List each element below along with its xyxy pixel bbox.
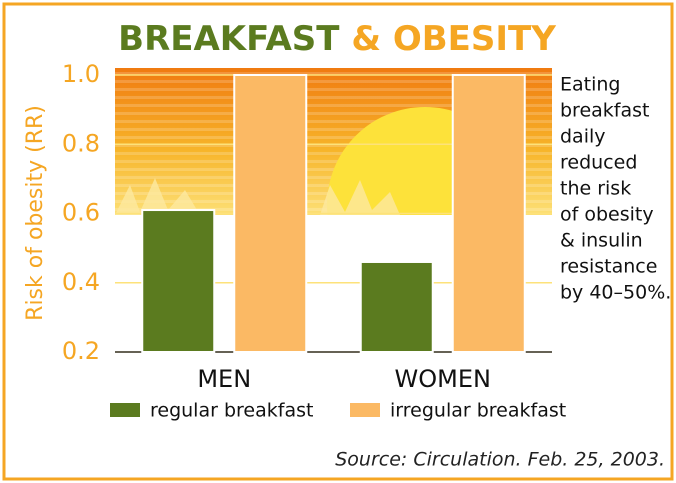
chart: BREAKFAST & OBESITY Risk of obesity (RR)… xyxy=(0,0,676,483)
annotation-line: daily xyxy=(560,126,606,148)
annotation-line: of obesity xyxy=(560,204,654,226)
x-tick-label: MEN xyxy=(197,365,251,393)
title-part: & OBESITY xyxy=(351,19,556,59)
bar xyxy=(361,262,433,352)
annotation-line: reduced xyxy=(560,152,637,174)
title-part: BREAKFAST xyxy=(118,19,340,59)
bar xyxy=(234,75,306,352)
annotation-line: resistance xyxy=(560,256,657,278)
bar xyxy=(142,210,214,352)
y-tick-label: 0.8 xyxy=(62,129,100,157)
annotation-line: & insulin xyxy=(560,230,643,252)
bar xyxy=(453,75,525,352)
y-tick-label: 0.2 xyxy=(62,337,100,365)
annotation-line: Eating xyxy=(560,74,620,96)
chart-title: BREAKFAST & OBESITY xyxy=(118,19,556,59)
y-tick-label: 1.0 xyxy=(62,60,100,88)
y-axis-label: Risk of obesity (RR) xyxy=(23,105,48,321)
x-tick-label: WOMEN xyxy=(395,365,491,393)
y-tick-label: 0.4 xyxy=(62,268,100,296)
legend-label: irregular breakfast xyxy=(390,400,566,422)
legend-label: regular breakfast xyxy=(150,400,313,422)
annotation-line: by 40–50%. xyxy=(560,282,671,304)
annotation-line: breakfast xyxy=(560,100,649,122)
legend-swatch xyxy=(110,403,140,417)
annotation: Eating breakfast daily reduced the risk of ob… xyxy=(560,74,671,304)
y-tick-label: 0.6 xyxy=(62,199,100,227)
legend-swatch xyxy=(350,403,380,417)
annotation-line: the risk xyxy=(560,178,631,200)
source: Source: Circulation. Feb. 25, 2003. xyxy=(335,449,665,471)
